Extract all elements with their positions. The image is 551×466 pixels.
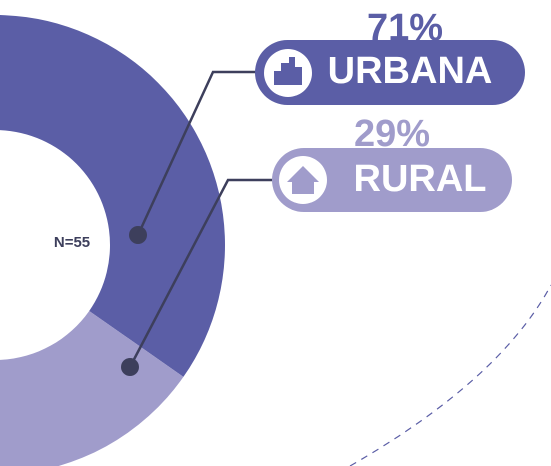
center-label: N=55 <box>54 234 90 251</box>
icon <box>274 57 302 85</box>
donut-slice <box>0 310 184 466</box>
category-pill <box>255 40 525 105</box>
donut-slice <box>0 15 225 377</box>
icon <box>287 166 319 194</box>
leader-line <box>136 70 258 236</box>
leader-line <box>128 178 272 368</box>
donut <box>0 15 225 466</box>
category-pill <box>272 148 512 212</box>
leader-dot <box>121 358 139 376</box>
leader-dot <box>129 226 147 244</box>
category-label: URBANA <box>328 50 493 92</box>
category-label: RURAL <box>354 158 487 200</box>
dashed-arc <box>349 284 551 466</box>
